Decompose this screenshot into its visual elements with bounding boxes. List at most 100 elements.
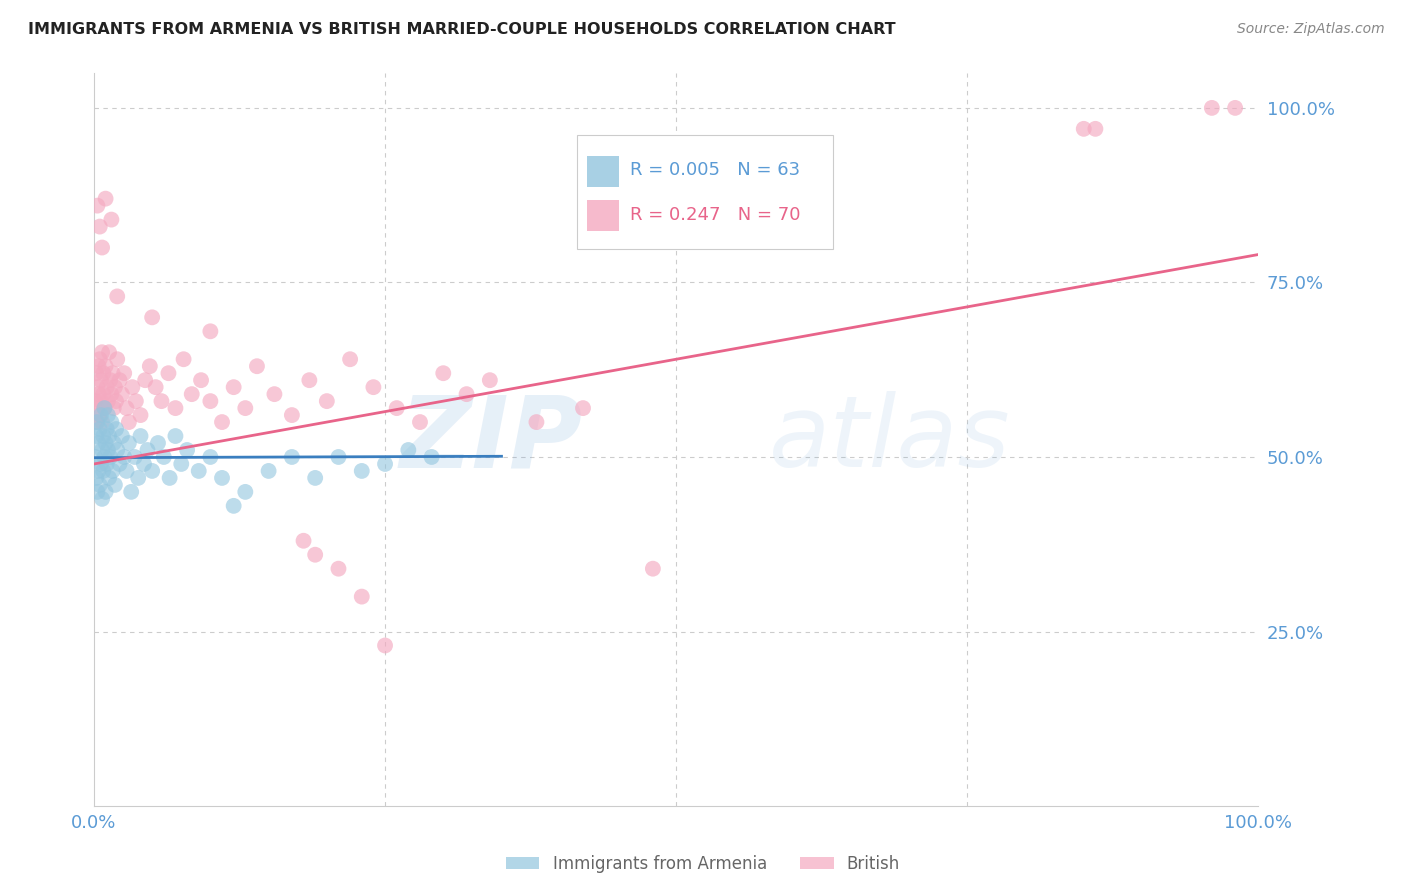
Point [115,464,138,478]
Point [222,380,245,394]
Point [89,408,111,422]
Text: ZIP: ZIP [401,391,583,488]
Point [93,401,115,416]
Point [146,436,169,450]
Point [396,442,419,457]
Point [263,387,285,401]
Point [94,192,117,206]
Point [190,373,212,387]
Point [176,442,198,457]
Point [211,415,233,429]
Point [87,464,110,478]
Point [1201,101,1223,115]
Point [90,373,112,387]
Point [432,366,454,380]
Point [328,450,350,464]
Point [96,380,118,394]
Point [200,394,222,409]
Point [103,436,125,450]
Point [86,415,108,429]
Point [91,491,114,506]
Point [84,366,107,380]
Point [120,484,142,499]
Point [91,240,114,254]
Point [141,464,163,478]
Point [1223,101,1246,115]
Point [526,415,548,429]
Point [350,590,373,604]
Point [124,450,146,464]
Point [141,310,163,325]
Point [103,401,125,416]
Point [1073,121,1095,136]
Point [96,457,118,471]
Point [121,380,143,394]
Point [90,408,112,422]
Text: atlas: atlas [769,391,1011,488]
Point [363,380,385,394]
Point [96,422,118,436]
Point [129,429,152,443]
Point [90,394,112,409]
Point [572,401,595,416]
Point [91,345,114,359]
Point [98,345,121,359]
Point [165,429,187,443]
Point [84,415,107,429]
Point [86,401,108,416]
Point [339,352,361,367]
Point [292,533,315,548]
Point [173,352,195,367]
Point [111,429,134,443]
Point [94,484,117,499]
Point [134,373,156,387]
Point [91,464,114,478]
Point [132,457,155,471]
Point [374,457,396,471]
Point [105,422,128,436]
Point [84,471,107,485]
Point [112,450,135,464]
Point [152,450,174,464]
Point [180,387,202,401]
Point [105,289,128,303]
Point [89,352,111,367]
Legend: Immigrants from Armenia, British: Immigrants from Armenia, British [499,848,907,880]
Point [87,387,110,401]
Point [150,394,173,409]
Point [315,394,337,409]
Text: Source: ZipAtlas.com: Source: ZipAtlas.com [1237,22,1385,37]
Point [101,366,124,380]
Point [211,471,233,485]
FancyBboxPatch shape [586,200,619,231]
Point [89,478,111,492]
Point [350,464,373,478]
Text: R = 0.005   N = 63: R = 0.005 N = 63 [630,161,800,179]
Point [328,562,350,576]
Point [298,373,321,387]
Point [125,394,148,409]
Point [84,429,107,443]
Point [89,219,111,234]
Point [86,199,108,213]
Point [112,366,135,380]
Point [87,359,110,374]
Point [94,359,117,374]
Point [145,380,167,394]
Point [281,408,304,422]
Point [170,457,193,471]
Point [100,387,122,401]
Point [104,380,127,394]
Point [115,401,138,416]
Point [87,436,110,450]
Point [101,464,124,478]
Point [281,450,304,464]
Point [97,442,120,457]
Point [409,415,432,429]
Point [91,415,114,429]
Point [86,380,108,394]
Point [91,387,114,401]
Point [108,373,131,387]
Point [118,436,141,450]
Point [222,499,245,513]
